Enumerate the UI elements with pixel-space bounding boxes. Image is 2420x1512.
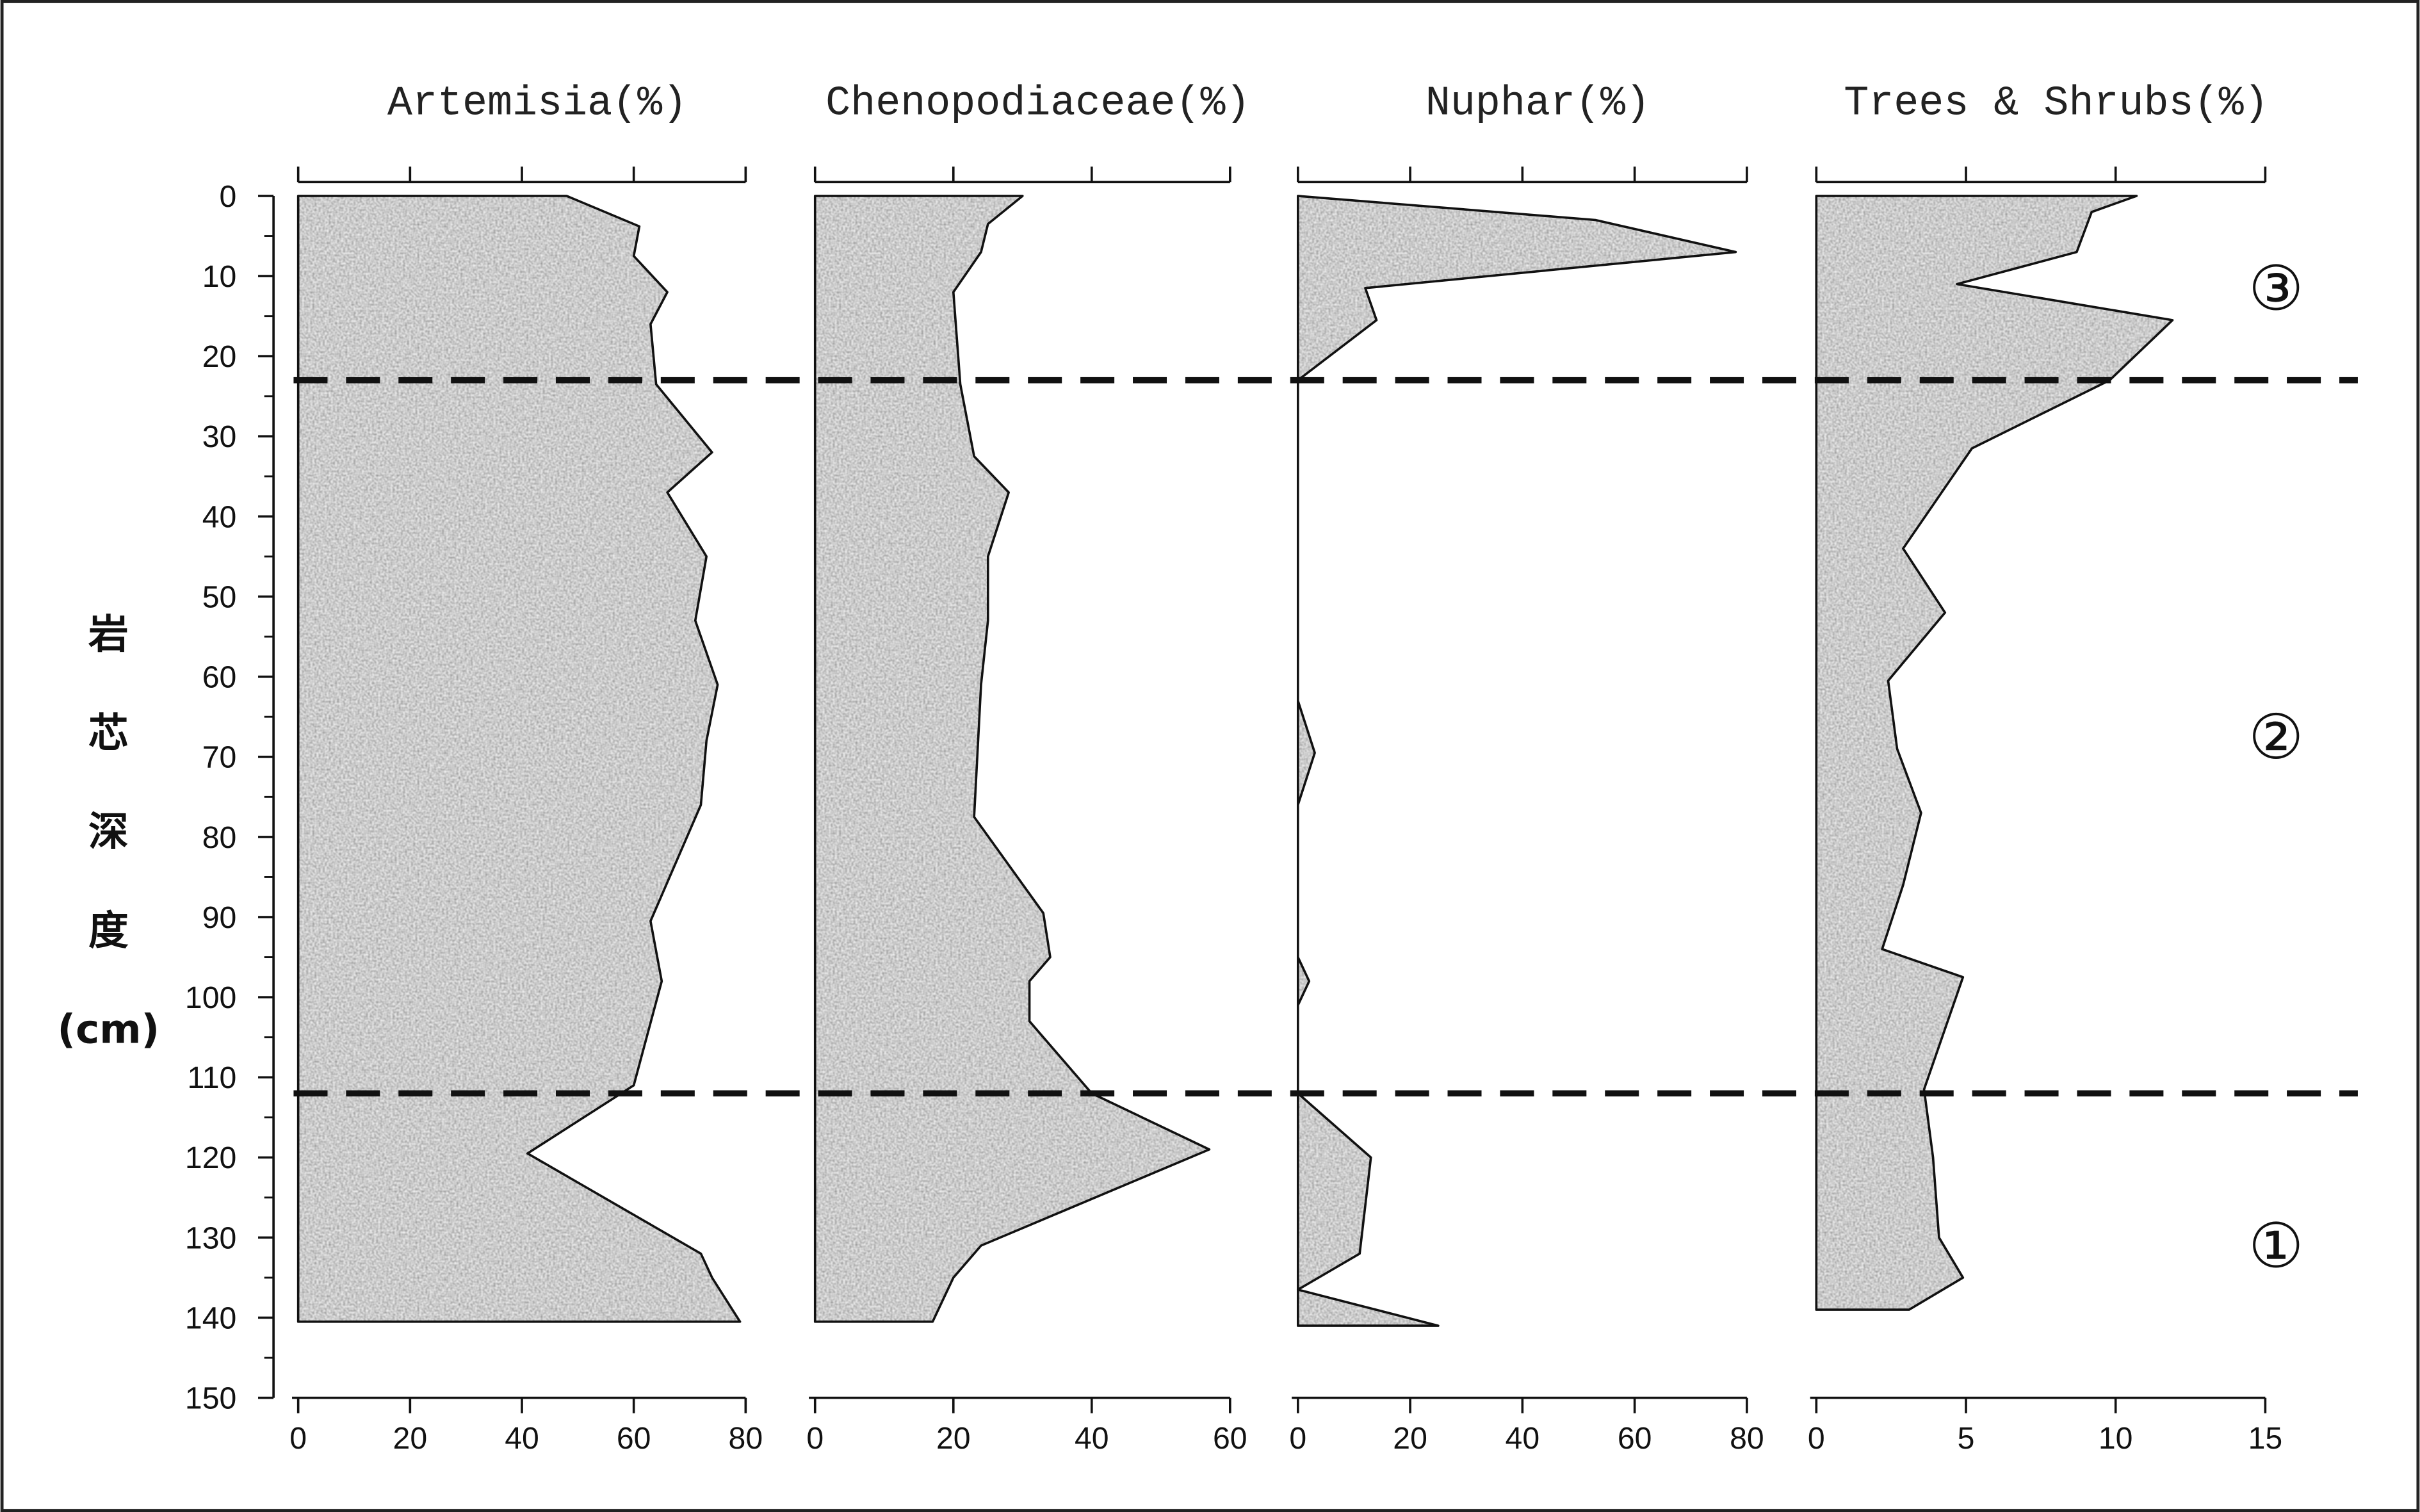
x-tick-label: 0 [289,1421,307,1456]
zone-label: ③ [2248,253,2303,325]
panel-title: Artemisia(%) [387,79,687,127]
y-tick-label: 110 [188,1061,237,1095]
x-tick-label: 60 [1213,1421,1247,1456]
area [1815,195,2174,1311]
y-tick-label: 40 [202,500,237,534]
panel-title: Chenopodiaceae(%) [825,79,1250,127]
y-tick-label: 50 [202,580,237,614]
x-tick-label: 40 [505,1421,539,1456]
x-tick-label: 20 [393,1421,428,1456]
x-tick-label: 0 [1289,1421,1306,1456]
area [813,195,1211,1323]
area [1297,195,1737,1327]
panel-title: Trees & Shrubs(%) [1844,79,2268,127]
x-tick-label: 80 [729,1421,763,1456]
y-tick-label: 30 [202,419,237,454]
y-tick-label: 0 [220,179,237,214]
x-tick-label: 60 [617,1421,651,1456]
y-tick-label: 100 [185,980,236,1015]
x-tick-label: 20 [936,1421,971,1456]
y-tick-label: 120 [185,1141,236,1175]
y-tick-label: 60 [202,660,237,695]
panel-title: Nuphar(%) [1425,79,1650,127]
x-tick-label: 40 [1506,1421,1540,1456]
y-axis-label: 岩芯深度(cm) [58,611,160,1053]
y-tick-label: 90 [202,900,237,935]
zone-label: ① [2248,1210,2303,1282]
x-tick-label: 20 [1393,1421,1427,1456]
x-tick-label: 0 [1808,1421,1825,1456]
y-tick-label: 80 [202,820,237,855]
area [296,195,742,1323]
x-tick-label: 15 [2248,1421,2283,1456]
y-tick-label: 150 [185,1381,236,1416]
y-tick-label: 140 [185,1301,236,1335]
x-tick-label: 10 [2099,1421,2133,1456]
zone-label: ② [2248,701,2303,773]
x-tick-label: 80 [1730,1421,1764,1456]
y-tick-label: 70 [202,740,237,775]
y-tick-label: 130 [185,1221,236,1255]
y-tick-label: 10 [202,259,237,294]
x-tick-label: 40 [1075,1421,1109,1456]
x-tick-label: 0 [806,1421,824,1456]
y-tick-label: 20 [202,339,237,374]
x-tick-label: 60 [1618,1421,1652,1456]
x-tick-label: 5 [1958,1421,1975,1456]
